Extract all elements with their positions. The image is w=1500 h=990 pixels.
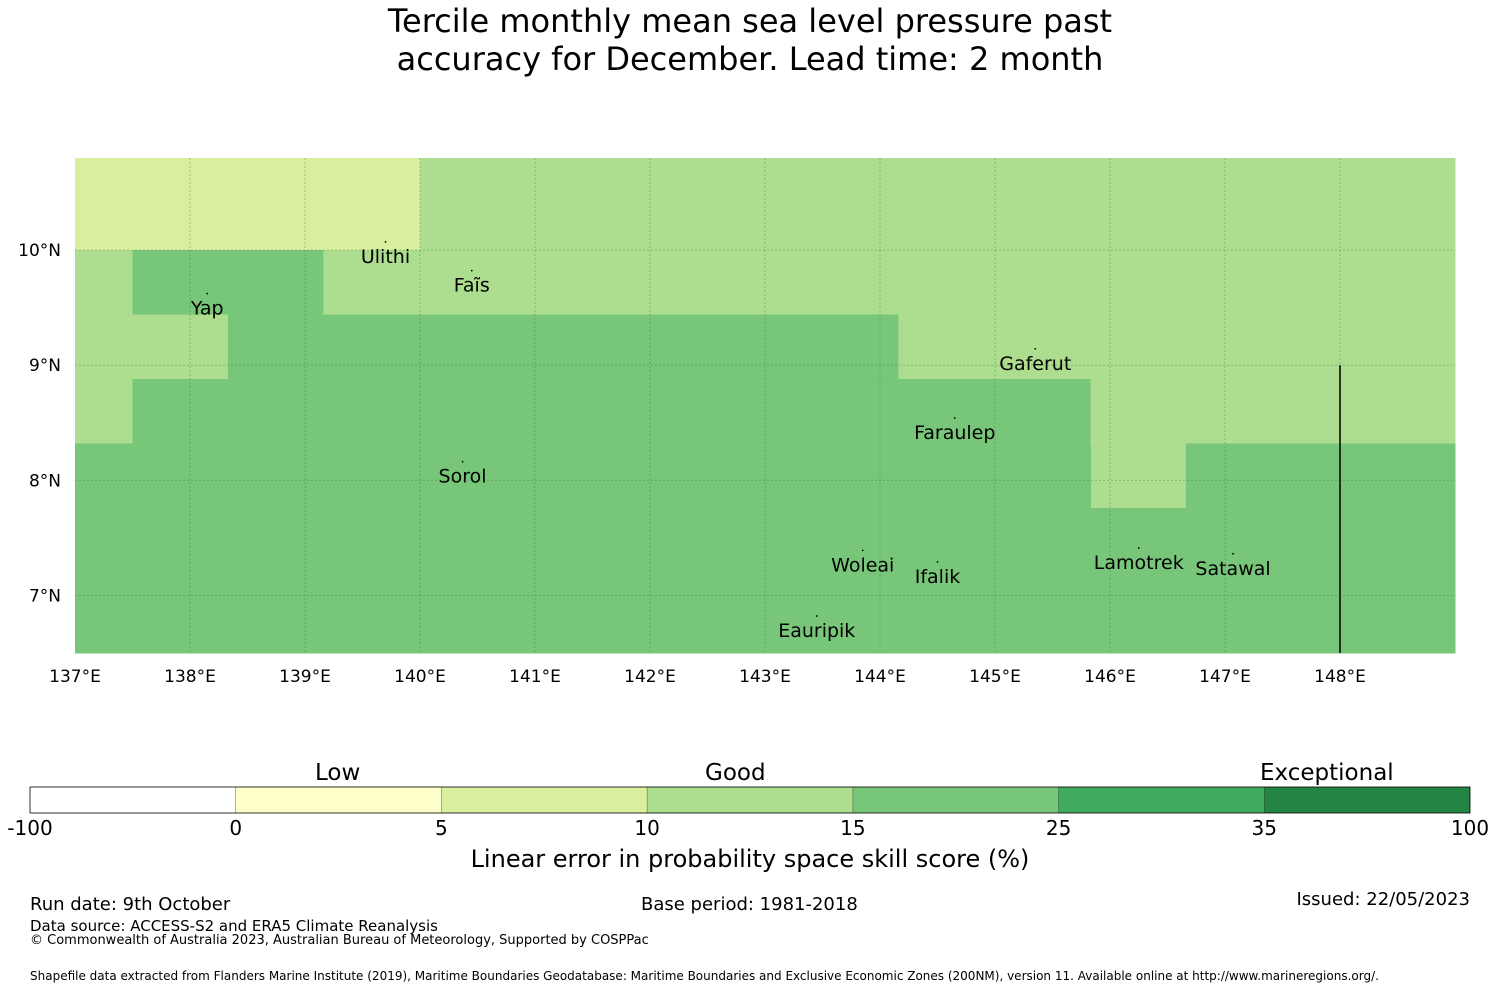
issued-date: Issued: 22/05/2023	[1296, 889, 1470, 910]
skill-region-6	[323, 250, 1456, 316]
colorbar-tick-label: 15	[840, 816, 865, 840]
base-period: Base period: 1981-2018	[641, 894, 858, 915]
lon-tick-label: 139°E	[279, 667, 331, 687]
colorbar-tick-label: 5	[435, 816, 448, 840]
place-label-faraulep: Faraulep	[914, 422, 995, 444]
lon-tick-label: 148°E	[1314, 667, 1366, 687]
place-label-yap: Yap	[190, 298, 224, 320]
colorbar-axis-label: Linear error in probability space skill …	[470, 845, 1030, 873]
colorbar-bin-3	[647, 787, 853, 813]
skill-region-9	[132, 379, 1091, 444]
place-label-ifalik: Ifalik	[915, 566, 961, 588]
lon-tick-label: 144°E	[854, 667, 906, 687]
colorbar-tick-label: 10	[634, 816, 659, 840]
lat-tick-label: 9°N	[29, 356, 61, 376]
island-marker-ulithi	[384, 240, 387, 243]
place-label-fas: Faĩs	[454, 275, 490, 297]
island-marker-gaferut	[1034, 348, 1037, 350]
island-marker-ifalik	[936, 560, 939, 563]
chart-title: Tercile monthly mean sea level pressure …	[0, 2, 1500, 78]
place-label-gaferut: Gaferut	[999, 353, 1071, 375]
island-marker-satawal	[1232, 552, 1234, 555]
lon-tick-label: 137°E	[49, 667, 101, 687]
colorbar-tick-label: 0	[229, 816, 242, 840]
skill-region-7	[323, 314, 899, 380]
lon-tick-label: 140°E	[394, 667, 446, 687]
skill-region-3	[132, 250, 324, 316]
category-label-low: Low	[315, 760, 361, 786]
skill-region-4	[132, 314, 229, 380]
place-label-eauripik: Eauripik	[778, 620, 855, 642]
island-marker-lamotrek	[1137, 547, 1140, 549]
island-marker-yap	[206, 292, 209, 295]
lon-tick-label: 143°E	[739, 667, 791, 687]
lon-tick-label: 138°E	[164, 667, 216, 687]
colorbar-bin-4	[852, 787, 1059, 813]
island-marker-sorol	[461, 460, 464, 463]
island-marker-fas	[470, 269, 473, 272]
colorbar-tick-label: 25	[1046, 816, 1071, 840]
category-label-good: Good	[705, 760, 766, 786]
place-label-sorol: Sorol	[439, 466, 487, 488]
island-marker-eauripik	[815, 615, 818, 617]
skill-region-2	[75, 250, 133, 444]
colorbar: -100 0 5 10 15 25 35 100	[7, 786, 1489, 840]
place-label-lamotrek: Lamotrek	[1094, 552, 1184, 574]
colorbar-tick-label: 35	[1252, 816, 1277, 840]
colorbar-bin-2	[441, 787, 648, 813]
run-date: Run date: 9th October	[30, 894, 231, 915]
skill-region-10	[1090, 379, 1187, 509]
skill-region-13	[1090, 507, 1187, 654]
colorbar-outline	[29, 786, 1471, 814]
place-label-ulithi: Ulithi	[361, 246, 410, 268]
island-labels: Ulithi Faĩs Yap Gaferut Faraulep Sorol Woleai I…	[190, 240, 1271, 642]
lon-tick-label: 141°E	[509, 667, 561, 687]
lon-tick-label: 145°E	[969, 667, 1021, 687]
lon-tick-label: 146°E	[1084, 667, 1136, 687]
place-label-woleai: Woleai	[831, 554, 894, 576]
skill-region-1	[420, 158, 1456, 251]
place-label-satawal: Satawal	[1195, 558, 1270, 580]
skill-region-0	[75, 158, 421, 251]
lat-tick-label: 8°N	[29, 471, 61, 491]
title-line-2: accuracy for December. Lead time: 2 mont…	[396, 40, 1104, 78]
island-marker-faraulep	[953, 417, 956, 419]
colorbar-bin-6	[1264, 787, 1470, 813]
colorbar-tick-label: -100	[7, 816, 52, 840]
skill-region-8	[898, 314, 1456, 380]
lat-tick-label: 7°N	[29, 586, 61, 606]
lat-tick-label: 10°N	[18, 241, 61, 261]
copyright: © Commonwealth of Australia 2023, Austra…	[30, 933, 649, 948]
shapefile-credit: Shapefile data extracted from Flanders M…	[30, 969, 1379, 983]
island-marker-woleai	[861, 549, 864, 552]
colorbar-bin-1	[235, 787, 442, 813]
skill-regions	[75, 158, 1456, 654]
colorbar-tick-label: 100	[1451, 816, 1489, 840]
title-line-1: Tercile monthly mean sea level pressure …	[387, 2, 1113, 40]
lon-tick-label: 142°E	[624, 667, 676, 687]
lon-tick-label: 147°E	[1199, 667, 1251, 687]
colorbar-bin-5	[1058, 787, 1265, 813]
category-label-exceptional: Exceptional	[1260, 760, 1394, 786]
skill-region-5	[227, 314, 324, 380]
skill-region-11	[1185, 379, 1456, 444]
axis-ticks: 137°E 138°E 139°E 140°E 141°E 142°E 143°E 144°E…	[18, 241, 1366, 687]
graticule	[75, 158, 1455, 653]
skill-region-14	[1185, 443, 1456, 654]
colorbar-bin-0	[30, 787, 236, 813]
data-source: Data source: ACCESS-S2 and ERA5 Climate …	[30, 917, 438, 935]
skill-region-12	[75, 443, 1091, 654]
